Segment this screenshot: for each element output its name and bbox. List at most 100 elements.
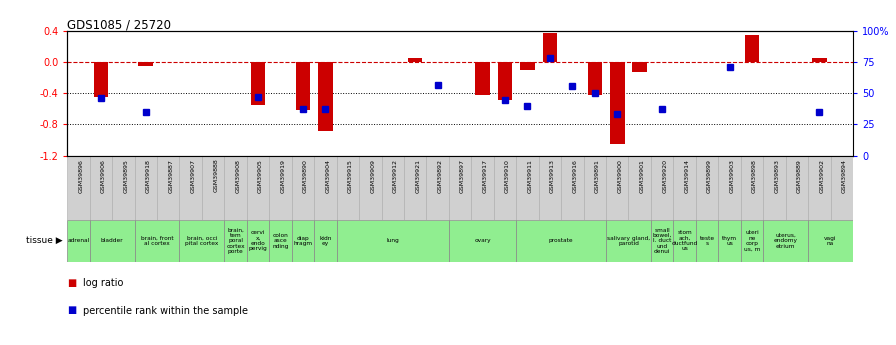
Bar bbox=[650, 219, 674, 262]
Bar bbox=[179, 156, 202, 219]
Bar bbox=[224, 156, 246, 219]
Text: GSM39921: GSM39921 bbox=[415, 159, 420, 193]
Bar bbox=[719, 156, 741, 219]
Text: GDS1085 / 25720: GDS1085 / 25720 bbox=[67, 18, 171, 31]
Bar bbox=[741, 219, 763, 262]
Bar bbox=[696, 219, 719, 262]
Bar bbox=[134, 219, 179, 262]
Bar bbox=[90, 156, 112, 219]
Text: GSM39912: GSM39912 bbox=[392, 159, 398, 193]
Bar bbox=[314, 219, 337, 262]
Bar bbox=[831, 156, 853, 219]
Bar bbox=[93, 62, 108, 97]
Bar bbox=[606, 156, 628, 219]
Bar bbox=[251, 62, 265, 105]
Bar bbox=[674, 219, 696, 262]
Bar bbox=[292, 219, 314, 262]
Text: colon
asce
nding: colon asce nding bbox=[272, 233, 289, 249]
Bar bbox=[808, 219, 853, 262]
Bar bbox=[494, 156, 516, 219]
Bar bbox=[314, 156, 337, 219]
Text: GSM39899: GSM39899 bbox=[707, 159, 712, 193]
Bar bbox=[763, 156, 786, 219]
Text: percentile rank within the sample: percentile rank within the sample bbox=[83, 306, 248, 315]
Text: lung: lung bbox=[386, 238, 399, 243]
Text: GSM39893: GSM39893 bbox=[774, 159, 780, 193]
Bar bbox=[318, 62, 332, 131]
Bar bbox=[628, 156, 650, 219]
Bar bbox=[337, 156, 359, 219]
Bar bbox=[497, 62, 513, 99]
Bar bbox=[270, 156, 292, 219]
Bar bbox=[359, 156, 382, 219]
Text: stom
ach,
ductfund
us: stom ach, ductfund us bbox=[671, 230, 698, 252]
Text: kidn
ey: kidn ey bbox=[319, 236, 332, 246]
Bar bbox=[808, 156, 831, 219]
Text: cervi
x,
endo
pervig: cervi x, endo pervig bbox=[249, 230, 267, 252]
Text: GSM39917: GSM39917 bbox=[483, 159, 487, 193]
Bar bbox=[696, 156, 719, 219]
Bar bbox=[67, 156, 90, 219]
Bar bbox=[745, 35, 759, 62]
Text: GSM39906: GSM39906 bbox=[101, 159, 106, 193]
Bar bbox=[812, 58, 827, 62]
Text: GSM39920: GSM39920 bbox=[662, 159, 668, 193]
Text: GSM39914: GSM39914 bbox=[685, 159, 690, 193]
Bar bbox=[246, 156, 270, 219]
Text: GSM39909: GSM39909 bbox=[370, 159, 375, 193]
Text: small
bowel,
l. duct
und
denui: small bowel, l. duct und denui bbox=[652, 228, 672, 254]
Text: GSM39901: GSM39901 bbox=[640, 159, 645, 193]
Text: vagi
na: vagi na bbox=[824, 236, 837, 246]
Bar bbox=[516, 156, 538, 219]
Text: teste
s: teste s bbox=[700, 236, 715, 246]
Text: GSM39887: GSM39887 bbox=[168, 159, 173, 193]
Text: GSM39903: GSM39903 bbox=[729, 159, 735, 193]
Text: GSM39897: GSM39897 bbox=[461, 159, 465, 193]
Bar bbox=[674, 156, 696, 219]
Text: brain, occi
pital cortex: brain, occi pital cortex bbox=[185, 236, 219, 246]
Bar bbox=[561, 156, 583, 219]
Bar bbox=[516, 219, 606, 262]
Bar bbox=[246, 219, 270, 262]
Bar bbox=[292, 156, 314, 219]
Bar bbox=[471, 156, 494, 219]
Bar bbox=[90, 219, 134, 262]
Bar bbox=[139, 62, 153, 66]
Text: ■: ■ bbox=[67, 278, 76, 288]
Text: diap
hragm: diap hragm bbox=[293, 236, 313, 246]
Text: GSM39889: GSM39889 bbox=[797, 159, 802, 193]
Bar bbox=[583, 156, 606, 219]
Bar bbox=[543, 33, 557, 62]
Bar bbox=[270, 219, 292, 262]
Text: GSM39915: GSM39915 bbox=[348, 159, 353, 193]
Text: uteri
ne
corp
us, m: uteri ne corp us, m bbox=[744, 230, 760, 252]
Text: salivary gland,
parotid: salivary gland, parotid bbox=[607, 236, 650, 246]
Text: GSM39898: GSM39898 bbox=[752, 159, 757, 193]
Text: GSM39892: GSM39892 bbox=[437, 159, 443, 193]
Text: bladder: bladder bbox=[100, 238, 124, 243]
Bar bbox=[449, 219, 516, 262]
Bar bbox=[606, 219, 650, 262]
Text: brain, front
al cortex: brain, front al cortex bbox=[141, 236, 173, 246]
Bar bbox=[741, 156, 763, 219]
Text: brain,
tem
poral
cortex
porte: brain, tem poral cortex porte bbox=[227, 228, 245, 254]
Text: GSM39918: GSM39918 bbox=[146, 159, 151, 193]
Text: GSM39902: GSM39902 bbox=[819, 159, 824, 193]
Bar bbox=[588, 62, 602, 95]
Bar bbox=[67, 219, 90, 262]
Text: GSM39890: GSM39890 bbox=[303, 159, 308, 193]
Bar bbox=[763, 219, 808, 262]
Bar bbox=[404, 156, 426, 219]
Bar bbox=[337, 219, 449, 262]
Text: thym
us: thym us bbox=[722, 236, 737, 246]
Text: prostate: prostate bbox=[549, 238, 573, 243]
Text: tissue ▶: tissue ▶ bbox=[26, 236, 63, 245]
Text: GSM39896: GSM39896 bbox=[79, 159, 83, 193]
Bar bbox=[650, 156, 674, 219]
Text: GSM39891: GSM39891 bbox=[595, 159, 599, 193]
Bar bbox=[157, 156, 179, 219]
Text: GSM39916: GSM39916 bbox=[573, 159, 577, 193]
Bar bbox=[610, 62, 625, 144]
Bar bbox=[202, 156, 224, 219]
Bar bbox=[179, 219, 224, 262]
